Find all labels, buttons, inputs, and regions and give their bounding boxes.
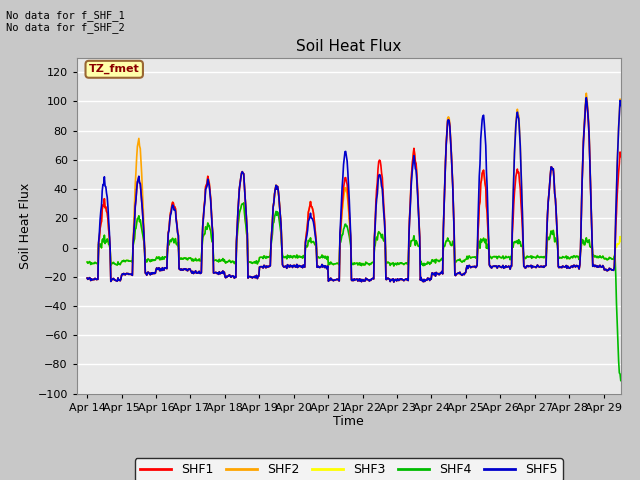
SHF3 xyxy=(277,222,285,228)
SHF1 xyxy=(298,264,305,270)
SHF5 xyxy=(83,275,91,281)
SHF2 xyxy=(148,271,156,277)
SHF1 xyxy=(451,272,459,278)
SHF2 xyxy=(276,212,284,218)
SHF2 xyxy=(634,266,640,272)
SHF5 xyxy=(298,264,305,270)
SHF5 xyxy=(634,266,640,272)
SHF4 xyxy=(634,255,640,261)
SHF1 xyxy=(148,271,156,277)
SHF5 xyxy=(148,271,156,277)
Line: SHF3: SHF3 xyxy=(87,185,638,266)
SHF1 xyxy=(634,266,640,272)
SHF2 xyxy=(298,264,305,270)
SHF3 xyxy=(148,258,156,264)
SHF2 xyxy=(582,90,590,96)
SHF3 xyxy=(421,263,429,268)
SHF5 xyxy=(390,279,397,285)
SHF4 xyxy=(148,258,156,264)
SHF4 xyxy=(83,259,91,265)
SHF3 xyxy=(272,182,280,188)
Line: SHF1: SHF1 xyxy=(87,99,638,282)
SHF3 xyxy=(634,255,640,261)
SHF3 xyxy=(249,260,257,265)
SHF5 xyxy=(582,95,590,100)
SHF2 xyxy=(451,272,459,278)
SHF3 xyxy=(83,259,91,265)
SHF5 xyxy=(249,274,257,280)
SHF1 xyxy=(83,275,91,281)
SHF1 xyxy=(276,212,284,218)
SHF2 xyxy=(83,275,91,281)
Line: SHF2: SHF2 xyxy=(87,93,638,282)
Line: SHF4: SHF4 xyxy=(87,203,638,381)
SHF4 xyxy=(451,259,459,264)
SHF2 xyxy=(420,276,428,282)
Text: TZ_fmet: TZ_fmet xyxy=(89,64,140,74)
SHF1 xyxy=(390,279,397,285)
X-axis label: Time: Time xyxy=(333,415,364,429)
SHF1 xyxy=(249,274,257,280)
SHF2 xyxy=(249,274,257,280)
SHF5 xyxy=(451,272,459,278)
SHF2 xyxy=(390,279,397,285)
SHF3 xyxy=(298,254,306,260)
Line: SHF5: SHF5 xyxy=(87,97,638,282)
SHF4 xyxy=(250,260,257,265)
Legend: SHF1, SHF2, SHF3, SHF4, SHF5: SHF1, SHF2, SHF3, SHF4, SHF5 xyxy=(134,458,563,480)
Text: No data for f_SHF_1
No data for f_SHF_2: No data for f_SHF_1 No data for f_SHF_2 xyxy=(6,10,125,33)
Y-axis label: Soil Heat Flux: Soil Heat Flux xyxy=(19,182,32,269)
SHF4 xyxy=(240,200,248,206)
SHF3 xyxy=(390,263,397,269)
SHF5 xyxy=(420,276,428,282)
SHF4 xyxy=(277,231,285,237)
SHF4 xyxy=(298,254,306,260)
Title: Soil Heat Flux: Soil Heat Flux xyxy=(296,39,401,54)
SHF5 xyxy=(276,212,284,218)
SHF1 xyxy=(582,96,590,102)
SHF1 xyxy=(420,276,428,282)
SHF4 xyxy=(617,378,625,384)
SHF3 xyxy=(452,260,460,265)
SHF4 xyxy=(420,261,428,266)
